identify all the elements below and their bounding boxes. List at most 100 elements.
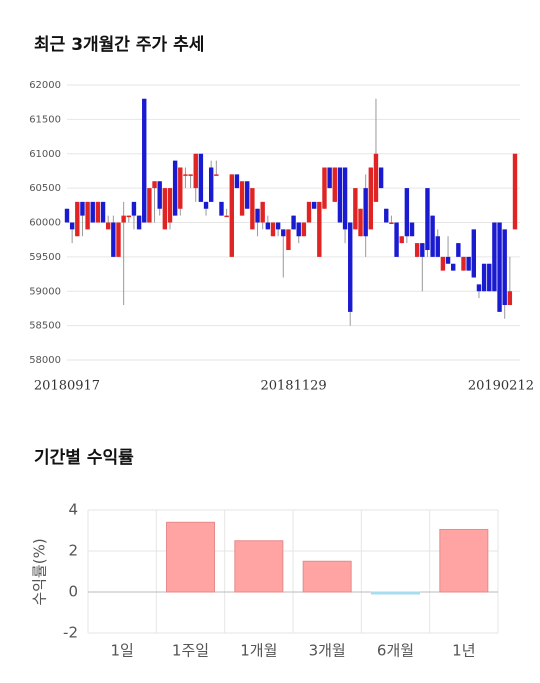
candle-body [394,222,399,257]
candle-body [239,181,245,216]
candle-body [188,174,193,176]
bar [234,540,284,593]
y-tick-label: 4 [68,501,78,519]
candle-body [358,208,363,237]
candle-body [265,222,271,230]
candle-body [384,208,389,223]
y-tick-label: 58000 [29,355,61,366]
bar [371,591,420,595]
y-tick-label: 59500 [29,252,61,263]
candle-body [224,215,229,218]
candle-body [255,208,260,223]
bar [166,521,215,593]
candle-body [116,222,121,257]
candle-body [451,263,456,271]
candle-body [69,222,75,230]
candle-body [131,201,137,216]
candle-body [481,263,487,292]
bar [439,528,489,593]
x-tick-label: 20181129 [260,379,326,394]
candle-body [178,167,183,209]
candle-body [399,236,404,244]
candle-body [373,153,379,202]
candle-body [286,229,291,250]
candle-body [430,215,435,257]
candle-body [142,98,147,223]
candle-body [378,167,384,189]
candle-body [497,222,502,312]
candle-body [136,215,142,230]
candle-body [435,236,440,257]
candle-body [466,256,471,271]
candle-body [183,174,188,176]
candle-body [64,208,70,223]
candle-body [126,215,131,218]
candle-body [502,229,507,305]
candle-body [281,229,286,237]
y-axis-label: 수익률(%) [31,538,49,605]
x-tick-label: 3개월 [309,642,346,660]
candle-body [208,167,214,202]
y-tick-label: 59000 [29,286,61,297]
candle-body [337,167,343,223]
candle-body [456,243,461,257]
candle-body [234,174,240,189]
candle-body [203,201,209,209]
candle-body [471,229,477,278]
chart-title: 기간별 수익률 [34,448,134,468]
candle-body [198,153,204,202]
candle-body [152,181,157,189]
candle-body [291,215,296,230]
x-tick-label: 20180917 [34,379,100,394]
y-tick-label: 61500 [29,114,61,125]
candle-body [172,160,178,216]
y-tick-label: 0 [68,583,78,601]
candle-body [219,201,224,216]
candle-body [111,222,116,257]
x-tick-label: 1주일 [172,642,209,660]
candle-body [157,181,162,209]
y-tick-label: 58500 [29,321,61,332]
y-tick-label: 60000 [29,218,61,229]
candle-body [85,201,90,230]
candle-body [90,201,95,223]
candle-body [414,243,420,257]
y-tick-label: 2 [68,542,78,560]
candle-body [445,256,451,264]
candle-body [214,174,219,176]
candle-body [404,188,410,237]
candle-body [461,256,466,271]
x-tick-label: 1년 [452,642,475,660]
candle-body [342,167,348,230]
candle-body [105,222,111,230]
candle-body [250,188,255,230]
candle-body [275,222,281,230]
candle-body [348,222,353,312]
candle-body [440,256,446,271]
candle-body [162,188,168,230]
x-tick-label: 6개월 [377,642,414,660]
candle-body [245,181,250,209]
candle-body [487,263,492,292]
chart-title: 최근 3개월간 주가 추세 [34,35,204,55]
candle-body [492,222,497,292]
candle-body [260,201,265,223]
candle-body [507,291,513,305]
candle-body [327,167,332,189]
candle-body [322,167,327,209]
candle-body [306,201,312,223]
candle-body [332,167,337,202]
candle-body [75,201,80,237]
candle-body [229,174,234,257]
candle-body [409,222,415,237]
candle-body [368,167,374,230]
candle-body [296,222,301,237]
x-tick-label: 1개월 [240,642,277,660]
x-tick-label: 20190212 [468,379,534,394]
candle-body [121,215,126,223]
bar [302,560,352,593]
candle-body [193,153,198,189]
candle-body [317,201,322,257]
